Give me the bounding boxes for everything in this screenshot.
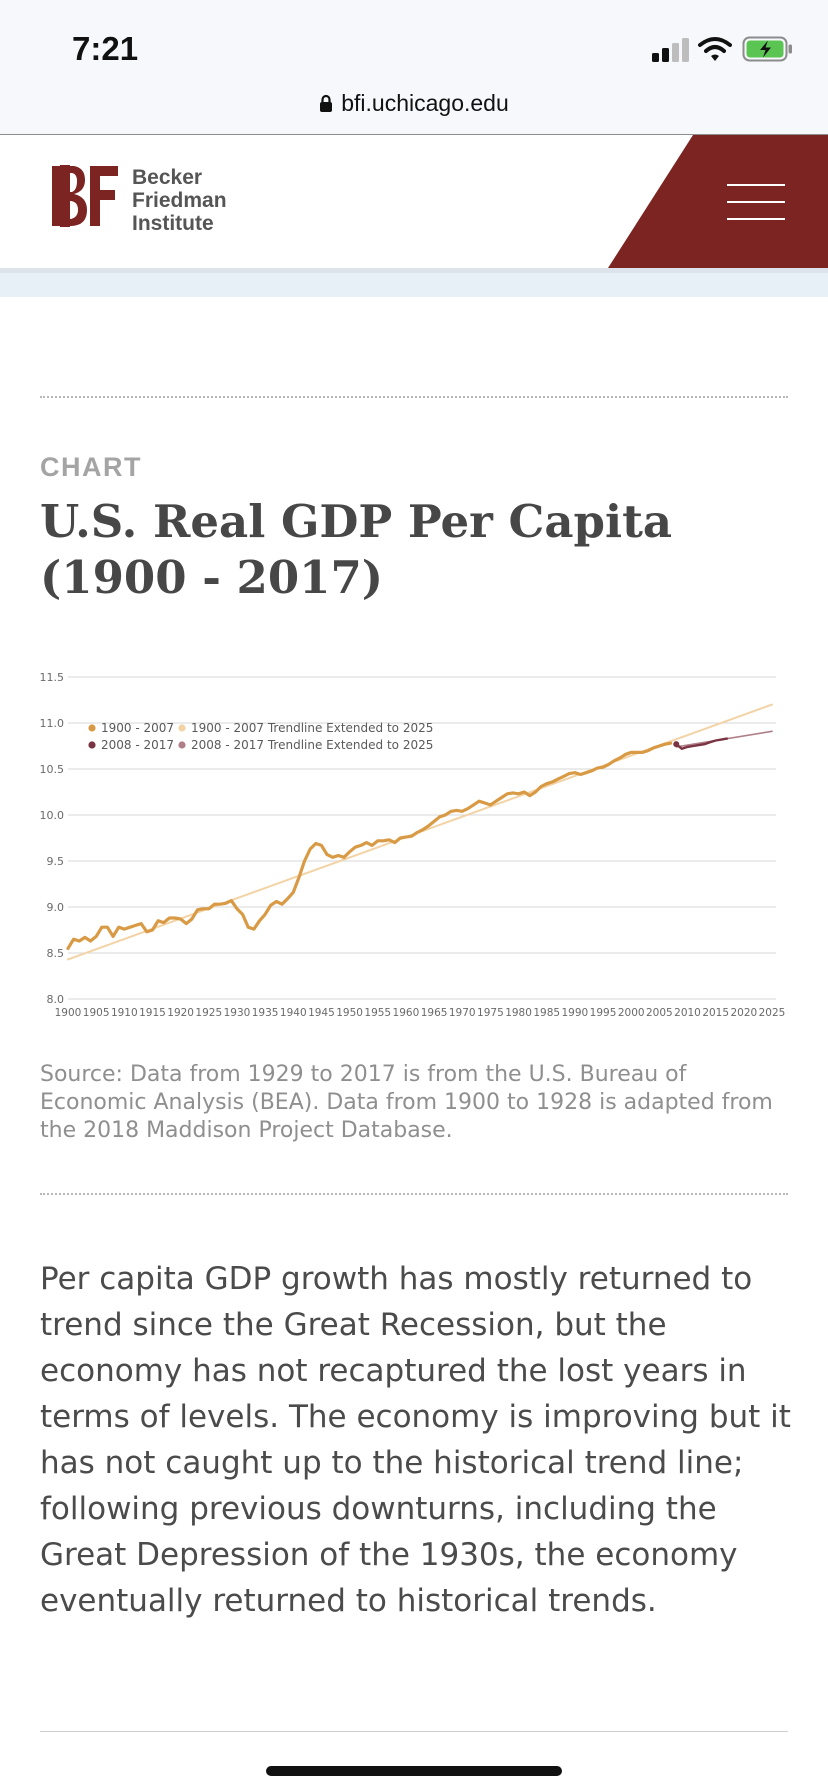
x-tick-label: 1990 (562, 1007, 589, 1019)
legend-marker (88, 724, 96, 732)
series-point (673, 741, 680, 748)
x-tick-label: 1955 (364, 1007, 391, 1019)
x-tick-label: 2020 (730, 1007, 757, 1019)
x-tick-label: 1920 (167, 1007, 194, 1019)
site-header: Becker Friedman Institute (0, 135, 828, 268)
x-tick-label: 1910 (111, 1007, 138, 1019)
chart-source: Source: Data from 1929 to 2017 is from t… (40, 1062, 773, 1143)
x-tick-label: 1900 (55, 1007, 82, 1019)
x-tick-label: 1965 (421, 1007, 448, 1019)
legend-marker (178, 741, 186, 749)
y-tick-label: 9.5 (47, 855, 65, 868)
x-tick-label: 1975 (477, 1007, 504, 1019)
legend-label: 2008 - 2017 Trendline Extended to 2025 (191, 738, 433, 752)
content-kicker: CHART (40, 452, 142, 482)
gdp-chart: 8.0 8.5 9.0 9.5 10.0 10.5 11.0 11.5 1900 1905 1910… (30, 662, 790, 1036)
url-text[interactable]: bfi.uchicago.edu (341, 90, 509, 116)
x-tick-label: 1945 (308, 1007, 335, 1019)
x-tick-label: 1960 (393, 1007, 420, 1019)
x-tick-label: 2005 (646, 1007, 673, 1019)
y-tick-label: 10.5 (40, 763, 65, 776)
x-tick-label: 2015 (702, 1007, 729, 1019)
x-tick-label: 1935 (252, 1007, 279, 1019)
y-tick-label: 11.5 (40, 671, 65, 684)
x-tick-label: 2025 (759, 1007, 786, 1019)
address-bar[interactable]: bfi.uchicago.edu (0, 80, 828, 135)
logo-wordmark[interactable]: Becker Friedman Institute (132, 166, 227, 235)
y-tick-label: 9.0 (47, 901, 65, 914)
x-tick-label: 1950 (336, 1007, 363, 1019)
x-tick-label: 1985 (533, 1007, 560, 1019)
x-tick-label: 1940 (280, 1007, 307, 1019)
series-line (66, 741, 673, 950)
status-time: 7:21 (72, 30, 139, 67)
legend-marker (88, 741, 96, 749)
legend-marker (178, 724, 186, 732)
x-tick-label: 1995 (590, 1007, 617, 1019)
x-tick-label: 1970 (449, 1007, 476, 1019)
series-line (675, 737, 729, 750)
y-tick-label: 11.0 (40, 717, 65, 730)
x-tick-label: 1925 (195, 1007, 222, 1019)
x-tick-label: 1980 (505, 1007, 532, 1019)
chart-svg: 8.0 8.5 9.0 9.5 10.0 10.5 11.0 11.5 1900 1905 1910… (40, 671, 786, 1019)
y-tick-label: 8.5 (47, 947, 65, 960)
y-tick-label: 8.0 (47, 993, 65, 1006)
menu-background (608, 135, 828, 268)
dotted-divider (40, 396, 788, 398)
bfi-logo-icon[interactable] (52, 165, 120, 231)
lock-icon (319, 92, 333, 119)
hamburger-menu-icon[interactable] (727, 184, 785, 220)
cellular-signal-icon (652, 38, 689, 62)
wifi-icon (698, 36, 732, 66)
battery-charging-icon (742, 36, 794, 66)
home-indicator[interactable] (266, 1766, 562, 1776)
y-tick-label: 10.0 (40, 809, 65, 822)
page-title: U.S. Real GDP Per Capita (1900 - 2017) (40, 495, 673, 604)
section-divider (40, 1731, 788, 1732)
legend-label: 2008 - 2017 (101, 738, 174, 752)
x-tick-label: 1905 (83, 1007, 110, 1019)
x-tick-label: 1915 (139, 1007, 166, 1019)
article-paragraph: Per capita GDP growth has mostly returne… (40, 1261, 791, 1619)
legend-label: 1900 - 2007 (101, 721, 174, 735)
x-tick-label: 1930 (224, 1007, 251, 1019)
dotted-divider (40, 1193, 788, 1195)
legend-label: 1900 - 2007 Trendline Extended to 2025 (191, 721, 433, 735)
header-divider (0, 268, 828, 297)
x-tick-label: 2000 (618, 1007, 645, 1019)
x-tick-label: 2010 (674, 1007, 701, 1019)
status-bar: 7:21 (0, 0, 828, 80)
